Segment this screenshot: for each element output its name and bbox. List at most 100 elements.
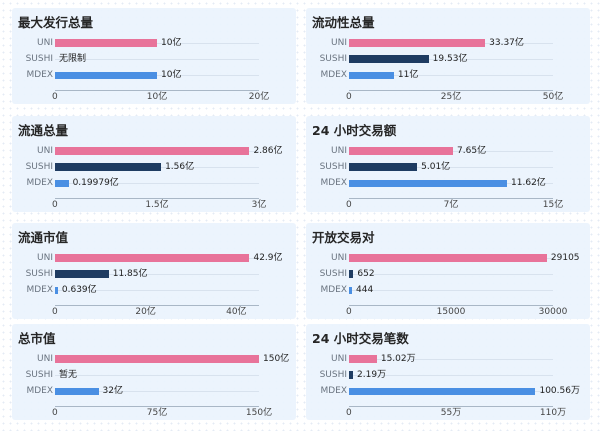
bar-mdex bbox=[349, 387, 536, 395]
category-label: SUSHI bbox=[319, 54, 347, 64]
chart-panel: 总市值 UNI 150亿 SUSHI 暂无 MDEX 32亿 0 75亿 150亿 bbox=[12, 324, 296, 420]
category-label: MDEX bbox=[320, 386, 347, 396]
tick-label: 3亿 bbox=[251, 200, 267, 210]
category-label: MDEX bbox=[26, 285, 53, 295]
value-label: 33.37亿 bbox=[489, 38, 524, 48]
chart-panel: 流通市值 UNI 42.9亿 SUSHI 11.85亿 MDEX 0.639亿 0 20亿 40亿 bbox=[12, 223, 296, 319]
value-label: 暂无 bbox=[59, 370, 78, 380]
tick-label: 55万 bbox=[440, 408, 462, 418]
row-gridline bbox=[55, 375, 259, 376]
value-label: 10亿 bbox=[161, 38, 182, 48]
value-label: 19.53亿 bbox=[432, 54, 468, 64]
value-label: 10亿 bbox=[161, 70, 182, 80]
tick-label: 0 bbox=[52, 92, 58, 102]
value-label: 29105 bbox=[550, 253, 580, 263]
chart-panel: 最大发行总量 UNI 10亿 SUSHI 无限制 MDEX 10亿 0 10亿 20亿 bbox=[12, 8, 296, 104]
row-gridline bbox=[55, 391, 259, 392]
value-label: 5.01亿 bbox=[421, 162, 451, 172]
bar-sushi bbox=[349, 270, 354, 278]
row-gridline bbox=[55, 43, 259, 44]
tick-label: 1.5亿 bbox=[145, 200, 169, 210]
row-gridline bbox=[349, 375, 553, 376]
chart-panel: 24 小时交易笔数 UNI 15.02万 SUSHI 2.19万 MDEX 100.56万 0… bbox=[306, 324, 590, 420]
value-label: 0.639亿 bbox=[61, 285, 97, 295]
tick-label: 110万 bbox=[539, 408, 567, 418]
x-axis bbox=[55, 198, 259, 199]
value-label: 1.56亿 bbox=[165, 162, 195, 172]
row-gridline bbox=[55, 183, 259, 184]
category-label: UNI bbox=[331, 354, 347, 364]
chart-panel: 开放交易对 UNI 29105 SUSHI 652 MDEX 444 0 15000 30000 bbox=[306, 223, 590, 319]
chart-title: 24 小时交易额 bbox=[312, 123, 397, 138]
bar-uni bbox=[55, 39, 157, 47]
x-axis bbox=[55, 90, 259, 91]
value-label: 11亿 bbox=[397, 70, 419, 80]
tick-label: 75亿 bbox=[146, 408, 168, 418]
bar-mdex bbox=[55, 286, 58, 294]
bar-uni bbox=[349, 39, 486, 47]
tick-label: 15000 bbox=[436, 307, 466, 317]
tick-label: 50亿 bbox=[542, 92, 564, 102]
row-gridline bbox=[55, 274, 259, 275]
tick-label: 0 bbox=[346, 307, 352, 317]
bar-uni bbox=[349, 355, 377, 363]
category-label: MDEX bbox=[26, 178, 53, 188]
tick-label: 10亿 bbox=[146, 92, 168, 102]
row-gridline bbox=[349, 290, 553, 291]
x-axis bbox=[55, 406, 259, 407]
value-label: 7.65亿 bbox=[457, 146, 487, 156]
tick-label: 25亿 bbox=[440, 92, 462, 102]
category-label: MDEX bbox=[320, 285, 347, 295]
value-label: 无限制 bbox=[59, 54, 87, 64]
tick-label: 0 bbox=[52, 200, 58, 210]
value-label: 11.85亿 bbox=[112, 269, 148, 279]
chart-title: 流通市值 bbox=[18, 230, 69, 245]
x-axis bbox=[349, 406, 553, 407]
tick-label: 7亿 bbox=[443, 200, 459, 210]
category-label: SUSHI bbox=[319, 269, 347, 279]
tick-label: 0 bbox=[346, 200, 352, 210]
bar-sushi bbox=[55, 163, 162, 171]
chart-title: 最大发行总量 bbox=[18, 15, 94, 30]
bar-sushi bbox=[349, 55, 429, 63]
category-label: MDEX bbox=[320, 70, 347, 80]
category-label: SUSHI bbox=[319, 370, 347, 380]
chart-title: 开放交易对 bbox=[312, 230, 375, 245]
category-label: MDEX bbox=[26, 386, 53, 396]
chart-panel: 流通总量 UNI 2.86亿 SUSHI 1.56亿 MDEX 0.19979亿 0 1.5亿 3… bbox=[12, 116, 296, 212]
bar-uni bbox=[55, 254, 250, 262]
value-label: 0.19979亿 bbox=[72, 178, 119, 188]
tick-label: 0 bbox=[52, 408, 58, 418]
x-axis bbox=[55, 305, 259, 306]
row-gridline bbox=[55, 75, 259, 76]
tick-label: 0 bbox=[346, 92, 352, 102]
bar-mdex bbox=[55, 387, 99, 395]
tick-label: 30000 bbox=[538, 307, 568, 317]
category-label: UNI bbox=[331, 38, 347, 48]
category-label: MDEX bbox=[320, 178, 347, 188]
chart-title: 总市值 bbox=[18, 331, 56, 346]
bar-uni bbox=[349, 147, 454, 155]
value-label: 652 bbox=[357, 269, 375, 279]
tick-label: 0 bbox=[52, 307, 58, 317]
bar-sushi bbox=[349, 163, 418, 171]
bar-sushi bbox=[55, 270, 109, 278]
bar-mdex bbox=[349, 179, 508, 187]
category-label: UNI bbox=[37, 146, 53, 156]
chart-title: 24 小时交易笔数 bbox=[312, 331, 409, 346]
x-axis bbox=[349, 90, 553, 91]
value-label: 444 bbox=[356, 285, 374, 295]
tick-label: 40亿 bbox=[226, 307, 247, 317]
category-label: UNI bbox=[331, 253, 347, 263]
category-label: SUSHI bbox=[25, 162, 53, 172]
row-gridline bbox=[349, 59, 553, 60]
row-gridline bbox=[349, 274, 553, 275]
bar-uni bbox=[55, 355, 259, 363]
category-label: UNI bbox=[37, 354, 53, 364]
x-axis bbox=[349, 198, 553, 199]
bar-uni bbox=[349, 254, 547, 262]
value-label: 100.56万 bbox=[539, 386, 580, 396]
category-label: UNI bbox=[37, 253, 53, 263]
category-label: SUSHI bbox=[25, 370, 53, 380]
value-label: 11.62亿 bbox=[511, 178, 546, 188]
